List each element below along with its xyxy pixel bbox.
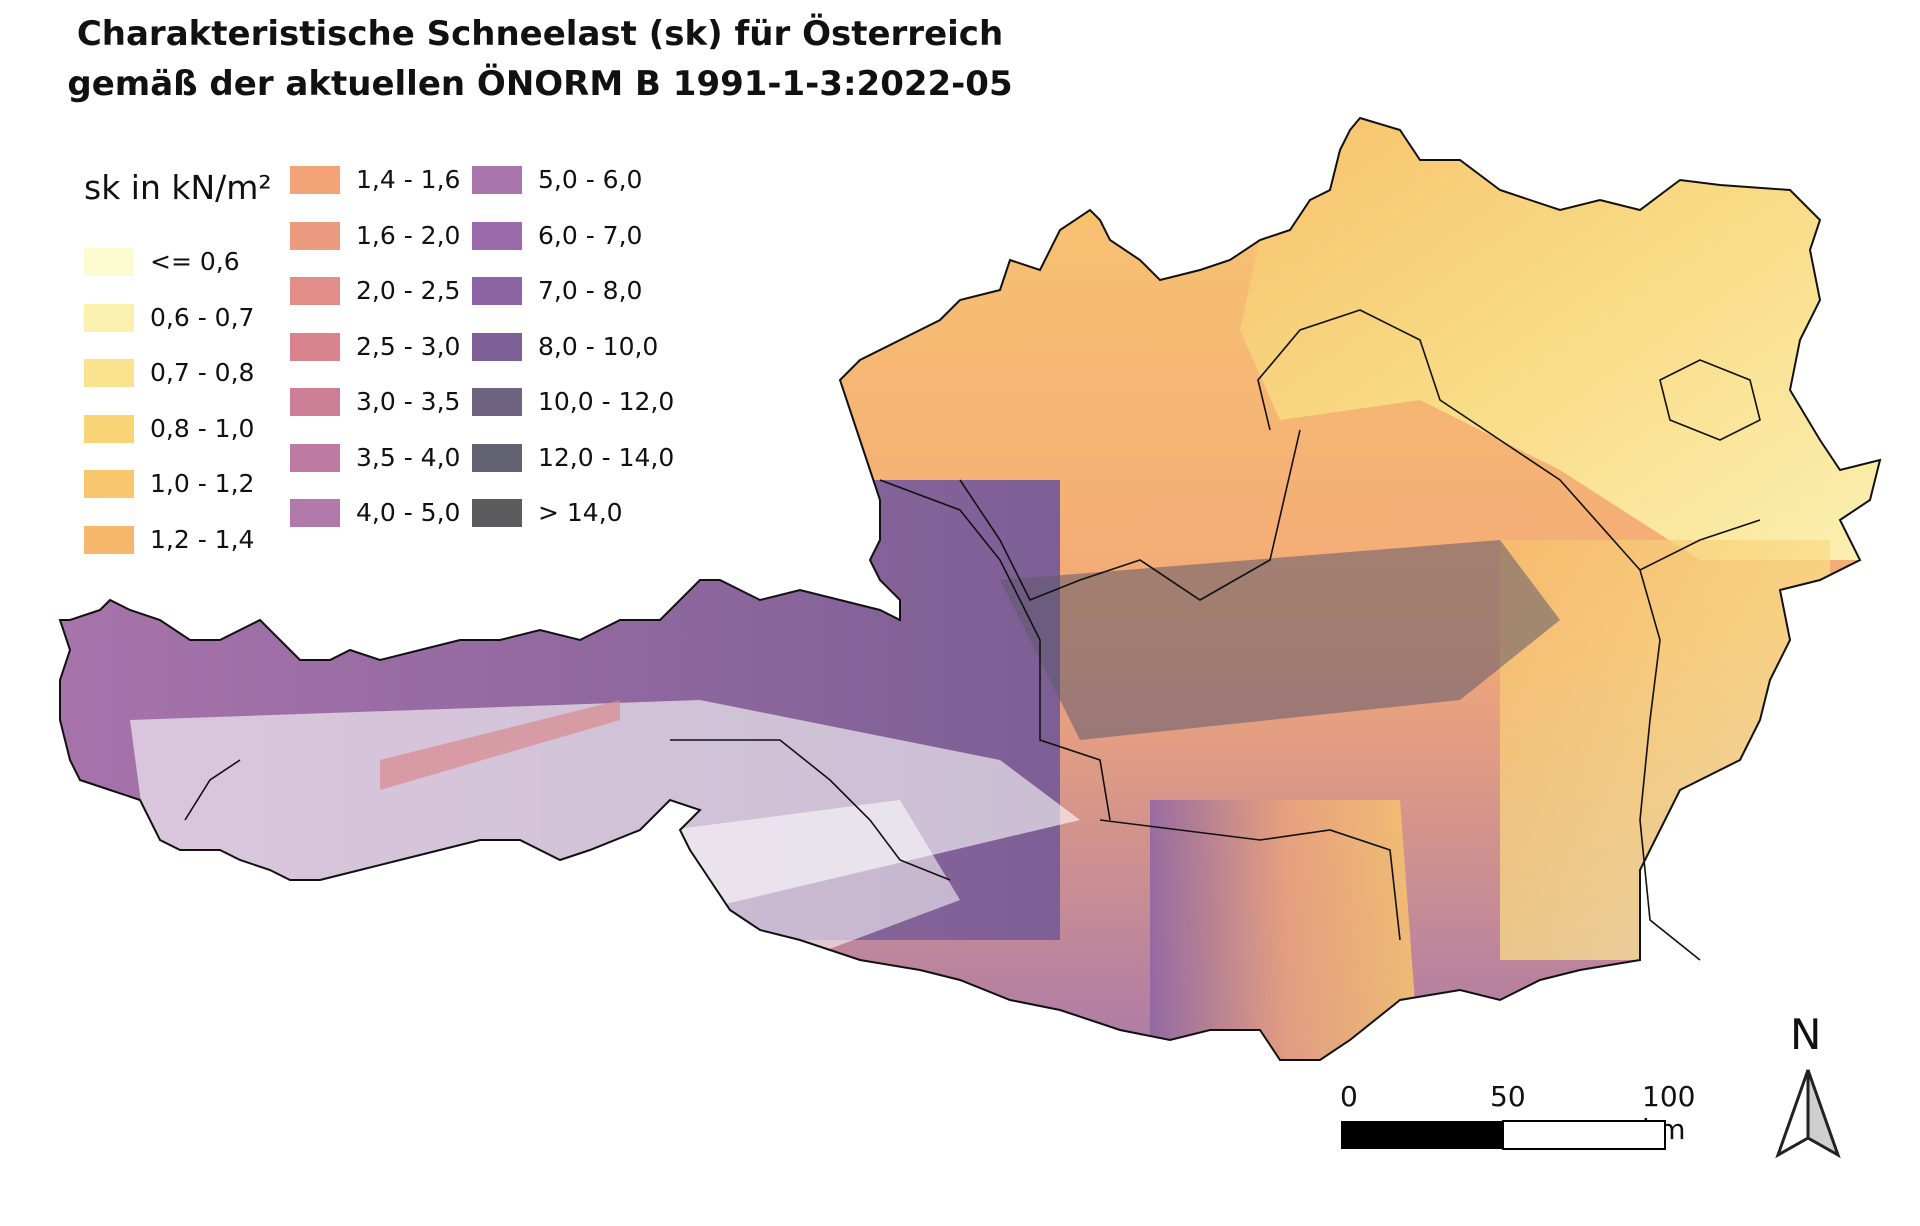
legend-swatch [290,332,340,361]
scale-bar-white-segment [1502,1120,1666,1150]
legend-label: 10,0 - 12,0 [538,387,675,416]
legend-swatch [84,303,134,332]
legend-label: 8,0 - 10,0 [538,331,659,361]
legend-label: 1,0 - 1,2 [150,469,255,498]
scale-tick-label: 0 [1340,1080,1358,1113]
border-east-tyrol [670,739,951,881]
map-title-line-2: gemäß der aktuellen ÖNORM B 1991-1-3:202… [67,64,1013,104]
legend-swatch [472,443,522,472]
raster-klagenfurt-basin [1150,800,1420,1060]
legend-swatch [472,277,522,305]
legend-swatch [84,470,134,498]
scale-bar-black-segment [1341,1121,1503,1149]
legend-label: 4,0 - 5,0 [356,498,461,527]
raster-southeast-lowland [1500,540,1830,960]
legend-label: 0,8 - 1,0 [150,413,255,443]
legend-swatch [472,166,522,194]
state-borders [184,309,1761,961]
raster-high-alps-band [1000,540,1560,740]
legend-swatch [472,221,522,250]
border-salzburg [879,479,1111,821]
raster-inn-valley [380,700,620,790]
north-label: N [1790,1010,1822,1059]
legend-label: 3,0 - 3,5 [356,387,461,416]
legend-label: 7,0 - 8,0 [538,276,643,305]
legend-label: <= 0,6 [150,247,240,276]
austria-border [58,116,1882,1061]
legend-label: 0,7 - 0,8 [150,358,255,387]
legend-swatch [290,221,340,250]
legend-label: 6,0 - 7,0 [538,220,643,250]
border-burgenland [1639,519,1761,571]
north-arrow-right-half [1806,1069,1841,1159]
border-vienna [1659,359,1761,441]
legend-label: 2,5 - 3,0 [356,331,461,361]
legend-label: 2,0 - 2,5 [356,276,461,305]
legend-label: 0,6 - 0,7 [150,302,255,332]
map-title-line-1: Charakteristische Schneelast (sk) für Ös… [76,14,1004,54]
legend-swatch [290,166,340,194]
scale-tick-label: 50 [1490,1080,1526,1113]
legend-swatch [84,414,134,443]
raster-lowland-northeast [1240,118,1880,560]
legend-label: 1,2 - 1,4 [150,524,255,554]
legend-swatch [290,499,340,527]
legend-swatch [84,359,134,387]
legend-swatch [472,332,522,361]
legend-label: 3,5 - 4,0 [356,442,461,472]
legend-label: 12,0 - 14,0 [538,442,675,472]
legend-swatch [472,499,522,527]
legend-label: 5,0 - 6,0 [538,165,643,194]
scale-bar-graphic [1341,1120,1666,1150]
legend-title: sk in kN/m² [84,168,272,207]
legend-label: 1,4 - 1,6 [356,165,461,194]
legend-swatch [290,443,340,472]
legend-swatch [290,277,340,305]
north-arrow-left-half [1775,1069,1810,1159]
legend-swatch [472,388,522,416]
border-vorarlberg [184,759,241,821]
border-upper-austria [959,429,1301,602]
legend-swatch [290,388,340,416]
legend-swatch [84,525,134,554]
north-arrow-icon [1775,1069,1841,1159]
border-lower-austria-styria [1257,309,1701,961]
legend-label: 1,6 - 2,0 [356,220,461,250]
legend-swatch [84,248,134,276]
legend-label: > 14,0 [538,498,623,527]
border-carinthia-styria [1099,819,1401,941]
